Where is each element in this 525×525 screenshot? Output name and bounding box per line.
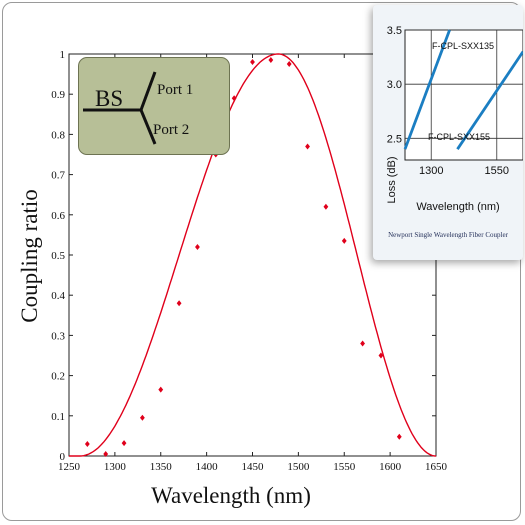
y-axis-label: Coupling ratio xyxy=(17,189,42,323)
inset-series-layer xyxy=(403,29,523,150)
coupler-spec-inset: 2.5 3.0 3.5 1300 1550 F-CPL-SXX135 F-CPL-SXX… xyxy=(373,5,523,260)
port2-fiber xyxy=(139,109,157,145)
y-tick-label: 0.8 xyxy=(51,129,65,141)
y-axis: 0 0.1 0.2 0.3 0.4 0.5 0.6 0.7 0.8 0.9 1 xyxy=(51,49,436,463)
data-point xyxy=(195,243,200,250)
inset-caption: Newport Single Wavelength Fiber Coupler xyxy=(388,231,508,239)
y-tick-label: 0.1 xyxy=(51,411,65,423)
beam-splitter-diagram: BS Port 1 Port 2 xyxy=(78,57,230,155)
fit-curve xyxy=(69,53,437,457)
x-tick-label: 1250 xyxy=(58,461,81,473)
fit-curve-layer xyxy=(69,53,437,457)
data-point xyxy=(360,340,365,347)
data-point xyxy=(121,440,127,447)
x-tick-label: 1450 xyxy=(242,461,265,473)
y-tick-label: 0.7 xyxy=(51,170,65,182)
y-tick-label: 0 xyxy=(60,451,66,463)
x-tick-label: 1350 xyxy=(150,461,173,473)
data-point xyxy=(378,352,384,359)
inset-x-tick-label: 1550 xyxy=(485,165,509,177)
inset-x-tick-label: 1300 xyxy=(419,165,443,177)
y-tick-label: 0.2 xyxy=(51,371,65,383)
data-point xyxy=(140,414,145,421)
port1-label: Port 1 xyxy=(157,82,193,98)
x-axis-label: Wavelength (nm) xyxy=(151,483,311,508)
x-axis: 1250 1300 1350 1400 1450 1500 1550 1600 1650 xyxy=(58,54,448,473)
y-tick-label: 1 xyxy=(60,49,66,61)
data-point xyxy=(250,59,255,66)
series-label-sxx155: F-CPL-SXX155 xyxy=(428,132,490,142)
data-point xyxy=(231,95,237,102)
port2-label: Port 2 xyxy=(153,122,189,138)
loss-chart: 2.5 3.0 3.5 1300 1550 F-CPL-SXX135 F-CPL-SXX… xyxy=(386,25,523,213)
data-point xyxy=(176,300,182,307)
inset-x-label: Wavelength (nm) xyxy=(416,201,499,213)
slide-frame xyxy=(2,2,521,521)
series-line-sxx155 xyxy=(456,50,523,150)
x-tick-label: 1300 xyxy=(104,461,127,473)
y-tick-label: 0.3 xyxy=(51,330,65,342)
x-tick-label: 1550 xyxy=(333,461,356,473)
bs-label: BS xyxy=(95,86,123,111)
inset-y-label: Loss (dB) xyxy=(386,156,398,203)
series-line-sxx135 xyxy=(403,29,451,150)
x-tick-label: 1600 xyxy=(379,461,402,473)
y-tick-label: 0.5 xyxy=(51,250,65,262)
inset-y-tick-label: 3.5 xyxy=(387,25,402,37)
inset-y-tick-label: 3.0 xyxy=(387,79,402,91)
series-label-sxx135: F-CPL-SXX135 xyxy=(432,41,494,51)
x-tick-label: 1400 xyxy=(196,461,219,473)
data-point xyxy=(84,440,90,447)
data-point xyxy=(158,386,164,393)
y-tick-label: 0.9 xyxy=(51,89,65,101)
data-point xyxy=(323,203,329,210)
data-point xyxy=(103,450,109,457)
port1-fiber xyxy=(139,71,157,111)
inset-y-tick-label: 2.5 xyxy=(387,133,402,145)
data-point xyxy=(396,433,402,440)
y-tick-label: 0.4 xyxy=(51,290,65,302)
y-tick-label: 0.6 xyxy=(51,210,65,222)
data-point xyxy=(305,143,310,150)
x-tick-label: 1650 xyxy=(425,461,448,473)
x-tick-label: 1500 xyxy=(287,461,310,473)
data-point xyxy=(268,57,274,64)
inset-axes: 2.5 3.0 3.5 1300 1550 xyxy=(387,25,509,177)
data-point xyxy=(286,61,292,68)
data-point xyxy=(341,237,347,244)
data-points-layer xyxy=(84,57,402,457)
